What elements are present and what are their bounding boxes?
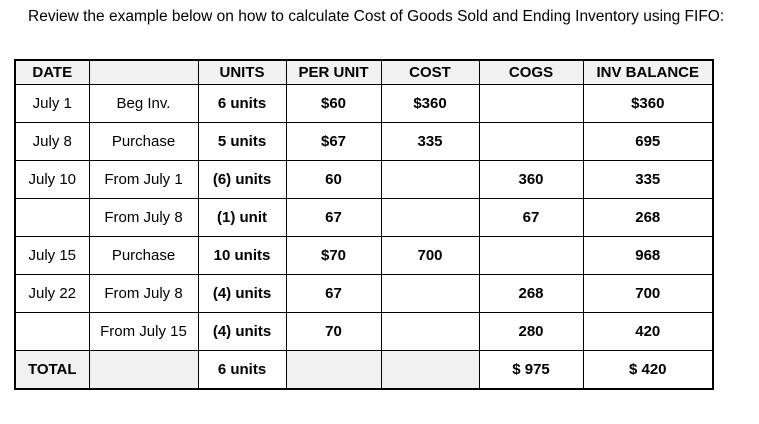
table-cell	[478, 122, 584, 161]
table-header-row: DATE UNITS PER UNIT COST COGS INV BALANC…	[14, 59, 714, 85]
table-cell	[478, 236, 584, 275]
table-row-total: TOTAL 6 units $ 975 $ 420	[14, 350, 714, 390]
table-row-july-22-from-july-8: July 22 From July 8 (4) units 67 268 700	[14, 274, 714, 313]
table-cell: $60	[285, 84, 382, 123]
table-cell: 268	[478, 274, 584, 313]
table-cell: 67	[478, 198, 584, 237]
column-header-description	[88, 59, 199, 85]
table-row-july-8-purchase: July 8 Purchase 5 units $67 335 695	[14, 122, 714, 161]
table-cell: Beg Inv.	[88, 84, 199, 123]
table-cell	[380, 198, 480, 237]
table-cell: $360	[582, 84, 714, 123]
table-cell: (4) units	[197, 274, 287, 313]
table-cell	[478, 84, 584, 123]
column-header-per-unit: PER UNIT	[285, 59, 382, 85]
table-cell: 360	[478, 160, 584, 199]
table-cell: $67	[285, 122, 382, 161]
table-cell: July 8	[14, 122, 90, 161]
table-cell	[380, 160, 480, 199]
page-title: Review the example below on how to calcu…	[28, 8, 725, 25]
table-cell: From July 15	[88, 312, 199, 351]
table-cell: 67	[285, 198, 382, 237]
table-cell: (6) units	[197, 160, 287, 199]
table-cell	[380, 350, 480, 390]
table-cell: 5 units	[197, 122, 287, 161]
table-cell: From July 1	[88, 160, 199, 199]
table-cell-total-inv-balance: $ 420	[582, 350, 714, 390]
table-cell: July 1	[14, 84, 90, 123]
table-cell: 335	[582, 160, 714, 199]
table-cell	[14, 198, 90, 237]
table-cell: 70	[285, 312, 382, 351]
table-row-from-july-8: From July 8 (1) unit 67 67 268	[14, 198, 714, 237]
table-cell: $360	[380, 84, 480, 123]
column-header-cogs: COGS	[478, 59, 584, 85]
table-cell	[380, 312, 480, 351]
table-cell-total-label: TOTAL	[14, 350, 90, 390]
table-cell: July 15	[14, 236, 90, 275]
table-cell: 700	[380, 236, 480, 275]
table-row-july-1-beg-inv: July 1 Beg Inv. 6 units $60 $360 $360	[14, 84, 714, 123]
table-cell: 268	[582, 198, 714, 237]
table-cell: 10 units	[197, 236, 287, 275]
table-cell-total-cogs: $ 975	[478, 350, 584, 390]
column-header-date: DATE	[14, 59, 90, 85]
table-cell	[88, 350, 199, 390]
table-cell	[380, 274, 480, 313]
table-cell	[14, 312, 90, 351]
table-cell: $70	[285, 236, 382, 275]
table-cell: From July 8	[88, 198, 199, 237]
column-header-units: UNITS	[197, 59, 287, 85]
table-cell-total-units: 6 units	[197, 350, 287, 390]
table-cell: 67	[285, 274, 382, 313]
table-cell: July 22	[14, 274, 90, 313]
table-cell: 6 units	[197, 84, 287, 123]
table-cell: From July 8	[88, 274, 199, 313]
table-cell: 695	[582, 122, 714, 161]
table-row-july-15-purchase: July 15 Purchase 10 units $70 700 968	[14, 236, 714, 275]
table-cell: Purchase	[88, 236, 199, 275]
table-row-july-10-from-july-1: July 10 From July 1 (6) units 60 360 335	[14, 160, 714, 199]
table-cell	[285, 350, 382, 390]
table-cell: July 10	[14, 160, 90, 199]
table-cell: Purchase	[88, 122, 199, 161]
table-row-from-july-15: From July 15 (4) units 70 280 420	[14, 312, 714, 351]
fifo-inventory-table: DATE UNITS PER UNIT COST COGS INV BALANC…	[14, 59, 714, 390]
table-cell: (4) units	[197, 312, 287, 351]
table-cell: 280	[478, 312, 584, 351]
table-cell: 60	[285, 160, 382, 199]
table-cell: (1) unit	[197, 198, 287, 237]
table-cell: 700	[582, 274, 714, 313]
table-cell: 968	[582, 236, 714, 275]
table-cell: 335	[380, 122, 480, 161]
column-header-inv-balance: INV BALANCE	[582, 59, 714, 85]
table-cell: 420	[582, 312, 714, 351]
column-header-cost: COST	[380, 59, 480, 85]
